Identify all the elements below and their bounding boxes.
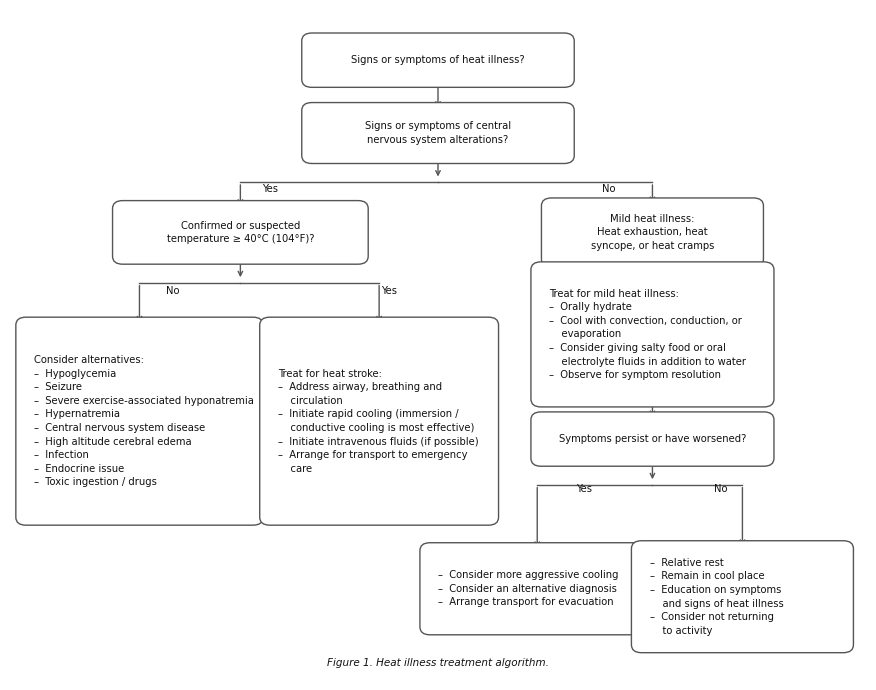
FancyBboxPatch shape — [16, 317, 263, 525]
Text: Yes: Yes — [262, 184, 279, 194]
FancyBboxPatch shape — [301, 103, 575, 164]
FancyBboxPatch shape — [420, 543, 654, 635]
FancyBboxPatch shape — [632, 541, 853, 653]
FancyBboxPatch shape — [112, 201, 368, 264]
Text: Figure 1. Heat illness treatment algorithm.: Figure 1. Heat illness treatment algorit… — [327, 658, 549, 668]
FancyBboxPatch shape — [541, 198, 764, 267]
Text: Treat for mild heat illness:
–  Orally hydrate
–  Cool with convection, conducti: Treat for mild heat illness: – Orally hy… — [549, 288, 746, 380]
Text: Symptoms persist or have worsened?: Symptoms persist or have worsened? — [559, 434, 746, 444]
FancyBboxPatch shape — [531, 262, 774, 407]
FancyBboxPatch shape — [531, 412, 774, 466]
Text: –  Relative rest
–  Remain in cool place
–  Education on symptoms
    and signs : – Relative rest – Remain in cool place –… — [650, 558, 784, 635]
Text: Confirmed or suspected
temperature ≥ 40°C (104°F)?: Confirmed or suspected temperature ≥ 40°… — [166, 221, 314, 244]
FancyBboxPatch shape — [259, 317, 498, 525]
Text: No: No — [714, 484, 727, 495]
Text: Treat for heat stroke:
–  Address airway, breathing and
    circulation
–  Initi: Treat for heat stroke: – Address airway,… — [279, 368, 479, 474]
Text: No: No — [166, 286, 180, 296]
Text: No: No — [602, 184, 616, 194]
FancyBboxPatch shape — [301, 33, 575, 88]
Text: Mild heat illness:
Heat exhaustion, heat
syncope, or heat cramps: Mild heat illness: Heat exhaustion, heat… — [590, 214, 714, 251]
Text: Yes: Yes — [576, 484, 592, 495]
Text: Yes: Yes — [381, 286, 397, 296]
Text: Consider alternatives:
–  Hypoglycemia
–  Seizure
–  Severe exercise-associated : Consider alternatives: – Hypoglycemia – … — [34, 355, 254, 487]
Text: Signs or symptoms of central
nervous system alterations?: Signs or symptoms of central nervous sys… — [365, 121, 511, 145]
Text: –  Consider more aggressive cooling
–  Consider an alternative diagnosis
–  Arra: – Consider more aggressive cooling – Con… — [438, 570, 619, 607]
Text: Signs or symptoms of heat illness?: Signs or symptoms of heat illness? — [351, 55, 525, 65]
